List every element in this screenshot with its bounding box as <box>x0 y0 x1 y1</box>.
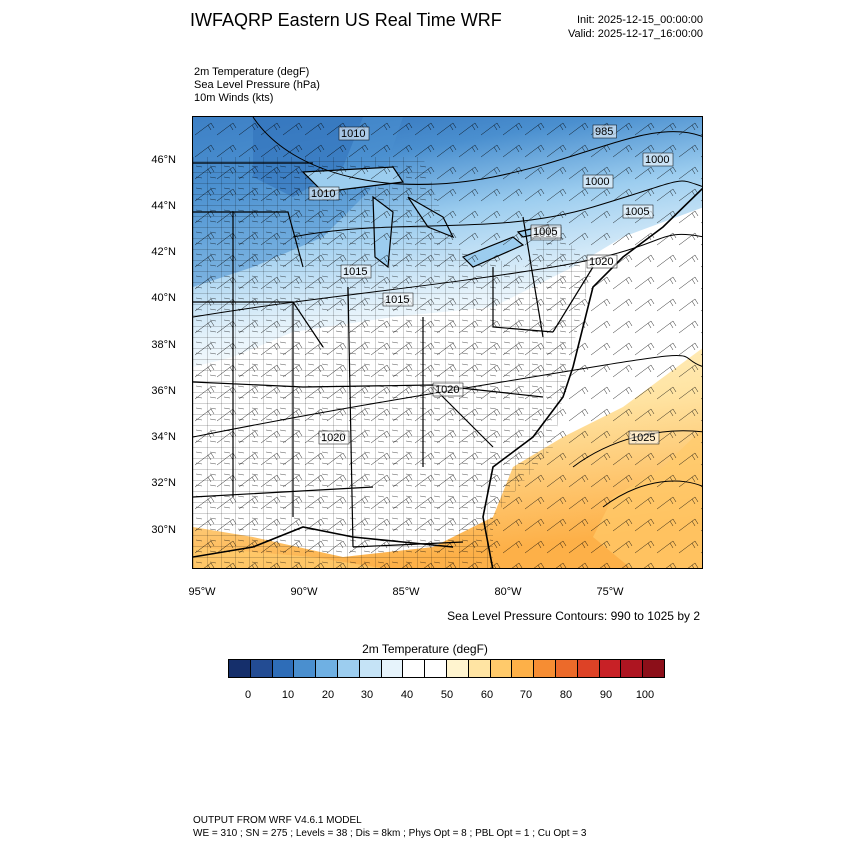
footer-model: OUTPUT FROM WRF V4.6.1 MODEL <box>193 815 362 826</box>
slp-contour-label: 1000 <box>645 154 669 166</box>
colorbar-segment <box>555 660 578 677</box>
colorbar-segment <box>621 660 644 677</box>
lon-label: 80°W <box>494 586 522 598</box>
colorbar-label: 100 <box>635 689 655 701</box>
colorbar-segment <box>512 660 535 677</box>
contour-note: Sea Level Pressure Contours: 990 to 1025… <box>447 609 700 623</box>
colorbar-segment <box>359 660 382 677</box>
lon-label: 95°W <box>188 586 216 598</box>
valid-time: Valid: 2025-12-17_16:00:00 <box>568 28 703 40</box>
lat-label: 38°N <box>151 339 176 351</box>
slp-contour-label: 1000 <box>585 176 609 188</box>
slp-labels: 1010985100010001005101010051010101510151… <box>308 124 674 445</box>
field-pressure-label: Sea Level Pressure (hPa) <box>194 79 320 91</box>
colorbar-segment <box>577 660 600 677</box>
colorbar <box>228 659 665 678</box>
slp-contour-label: 1025 <box>631 432 655 444</box>
slp-contour-label: 1005 <box>625 206 649 218</box>
lon-label: 75°W <box>596 586 624 598</box>
colorbar-segment <box>316 660 338 677</box>
map-canvas: 1010985100010001005101010051010101510151… <box>193 117 702 568</box>
colorbar-segment <box>446 660 469 677</box>
colorbar-segment <box>403 660 426 677</box>
colorbar-segment <box>425 660 447 677</box>
slp-contour-label: 1020 <box>321 432 345 444</box>
lon-label: 85°W <box>392 586 420 598</box>
colorbar-segment <box>294 660 317 677</box>
colorbar-label: 80 <box>559 689 573 701</box>
colorbar-label: 60 <box>480 689 494 701</box>
map-title: IWFAQRP Eastern US Real Time WRF <box>190 10 502 30</box>
colorbar-segment <box>381 660 404 677</box>
lat-label: 34°N <box>151 431 176 443</box>
lat-label: 46°N <box>151 154 176 166</box>
lat-label: 44°N <box>151 200 176 212</box>
slp-contour-label: 1020 <box>435 384 459 396</box>
colorbar-label: 40 <box>400 689 414 701</box>
colorbar-segment <box>468 660 491 677</box>
colorbar-title: 2m Temperature (degF) <box>362 642 488 656</box>
colorbar-label: 50 <box>440 689 454 701</box>
lat-label: 36°N <box>151 385 176 397</box>
colorbar-segment <box>250 660 273 677</box>
lat-label: 32°N <box>151 477 176 489</box>
slp-contour-label: 1015 <box>385 294 409 306</box>
colorbar-segment <box>599 660 622 677</box>
colorbar-label: 30 <box>360 689 374 701</box>
colorbar-label: 70 <box>519 689 533 701</box>
colorbar-label: 10 <box>281 689 295 701</box>
field-temperature-label: 2m Temperature (degF) <box>194 66 310 78</box>
colorbar-label: 0 <box>244 689 252 701</box>
lat-label: 40°N <box>151 292 176 304</box>
colorbar-segment <box>490 660 513 677</box>
footer-config: WE = 310 ; SN = 275 ; Levels = 38 ; Dis … <box>193 828 587 839</box>
weather-map: 1010985100010001005101010051010101510151… <box>192 116 703 569</box>
colorbar-segment <box>272 660 295 677</box>
init-time: Init: 2025-12-15_00:00:00 <box>577 14 703 26</box>
lat-label: 30°N <box>151 524 176 536</box>
slp-contour-label: 1015 <box>343 266 367 278</box>
colorbar-segment <box>643 660 664 677</box>
colorbar-segment <box>337 660 360 677</box>
slp-contour-label: 1010 <box>311 188 335 200</box>
colorbar-label: 90 <box>599 689 613 701</box>
lat-label: 42°N <box>151 246 176 258</box>
slp-contour-label: 1005 <box>533 226 557 238</box>
lon-label: 90°W <box>290 586 318 598</box>
slp-contour-label: 1020 <box>589 256 613 268</box>
field-winds-label: 10m Winds (kts) <box>194 92 274 104</box>
slp-contour-label: 1010 <box>341 128 365 140</box>
colorbar-label: 20 <box>321 689 335 701</box>
slp-contour-label: 985 <box>595 126 613 138</box>
colorbar-segment <box>229 660 251 677</box>
colorbar-segment <box>534 660 556 677</box>
